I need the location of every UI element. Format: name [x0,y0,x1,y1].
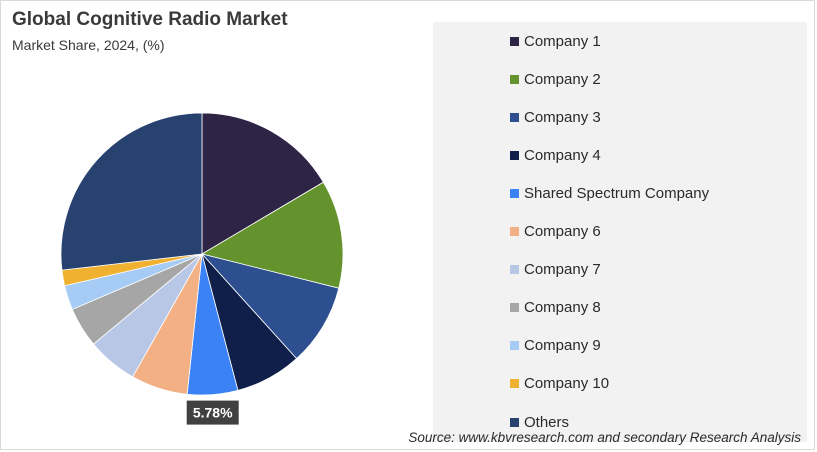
pie-slice-company-3 [200,253,340,360]
source-note: Source: www.kbvresearch.com and secondar… [408,430,801,445]
legend-item: Shared Spectrum Company [510,183,709,203]
legend-item: Company 9 [510,336,601,356]
legend-swatch [510,303,519,313]
legend-label: Company 10 [524,375,610,393]
data-label: 5.78% [186,400,239,425]
legend-label: Shared Spectrum Company [524,184,710,202]
legend-item: Company 2 [510,69,601,89]
pie-slice-company-1 [201,112,324,255]
legend-swatch [510,112,519,122]
chart-title: Global Cognitive Radio Market [12,9,288,30]
chart-subtitle: Market Share, 2024, (%) [12,37,165,53]
legend-swatch [510,341,519,351]
legend-swatch [510,265,519,275]
legend-item: Company 1 [510,31,601,51]
legend-item: Company 8 [510,298,601,318]
legend-label: Company 2 [524,70,601,88]
legend-item: Company 3 [510,107,601,127]
legend-item: Company 7 [510,260,601,280]
legend-label: Company 1 [524,32,601,50]
legend-item: Company 6 [510,222,601,242]
legend-panel [433,22,807,442]
legend-swatch [510,417,519,427]
legend-label: Company 6 [524,223,601,240]
legend-label: Company 9 [524,337,601,355]
legend-label: Company 8 [524,299,601,317]
legend-label: Company 3 [524,108,601,126]
legend-item: Others [510,412,569,432]
legend-item: Company 4 [510,145,601,165]
legend-swatch [510,36,519,46]
legend-label: Company 4 [524,146,601,164]
pie-slice-company-2 [200,181,344,289]
pie-slice-others [60,112,203,271]
legend-swatch [510,379,519,389]
legend-swatch [510,74,519,84]
legend-swatch [510,150,519,160]
legend-item: Company 10 [510,374,609,394]
legend-swatch [510,188,519,198]
legend-label: Company 7 [524,261,601,279]
data-label-box [186,400,239,425]
data-label-text: 5.78% [193,405,233,421]
legend-label: Others [524,413,570,431]
legend-swatch [510,227,519,236]
